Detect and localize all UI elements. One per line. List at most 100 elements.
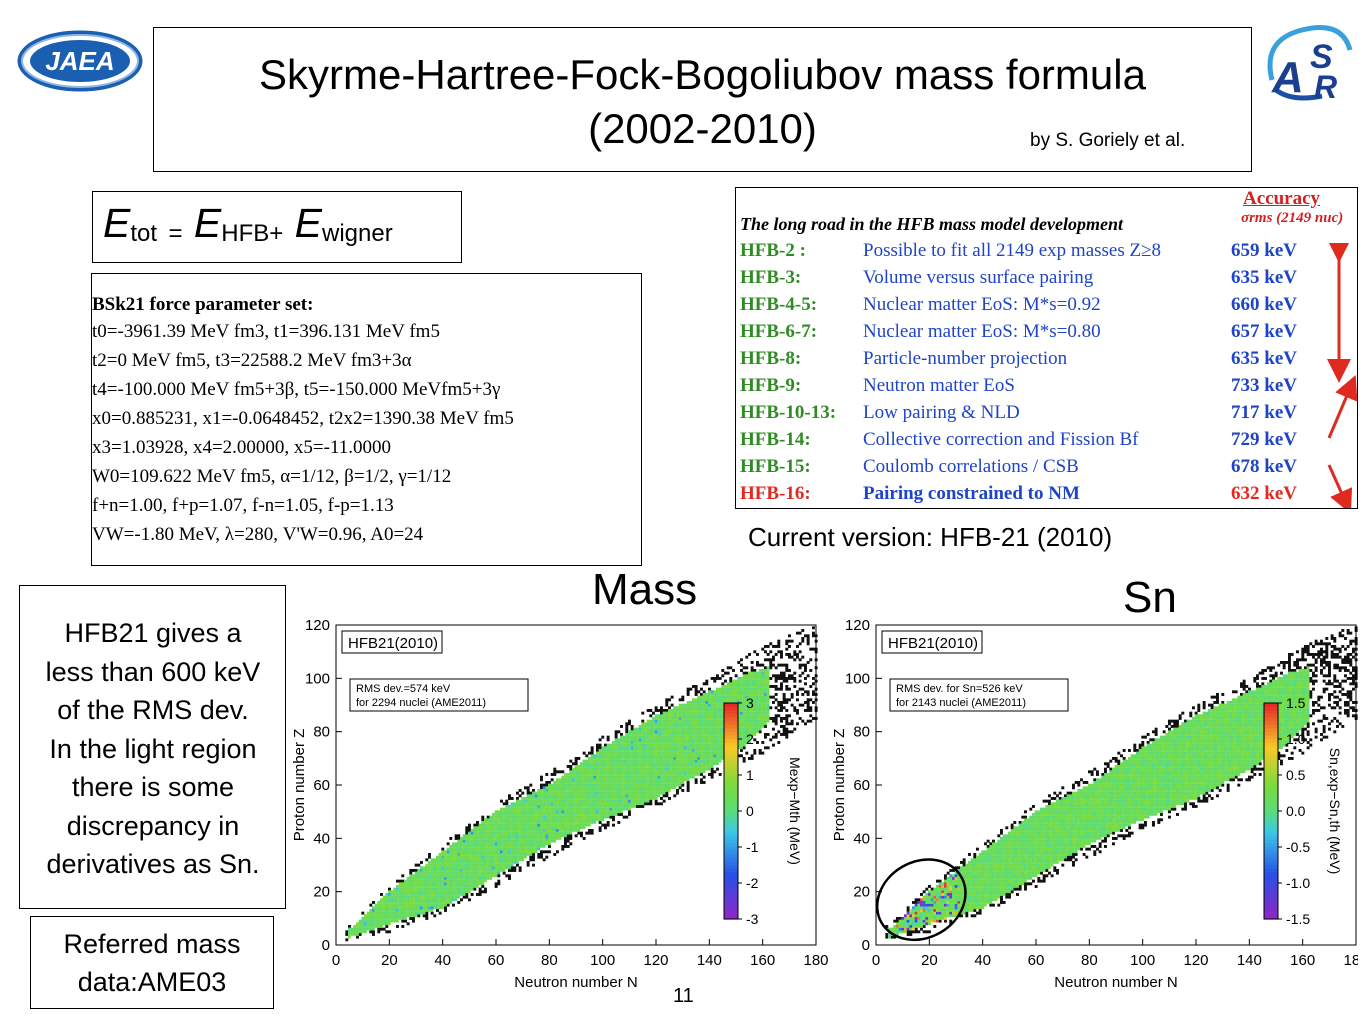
nucleus-cell <box>527 802 530 805</box>
nucleus-cell <box>617 810 620 813</box>
nucleus-cell <box>575 810 578 813</box>
unmeasured-nucleus <box>1315 661 1318 664</box>
nucleus-cell <box>479 874 482 877</box>
nucleus-cell <box>641 738 644 741</box>
nucleus-cell <box>697 728 700 731</box>
unmeasured-nucleus <box>679 698 682 701</box>
unmeasured-nucleus <box>745 666 748 669</box>
nucleus-cell <box>359 928 362 931</box>
nucleus-cell <box>745 722 748 725</box>
nucleus-cell <box>716 696 719 699</box>
nucleus-cell <box>367 928 370 931</box>
nucleus-cell <box>473 845 476 848</box>
params-line: t0=-3961.39 MeV fm3, t1=396.131 MeV fm5 <box>92 321 440 343</box>
nucleus-cell <box>713 738 716 741</box>
nucleus-cell <box>657 722 660 725</box>
nucleus-cell <box>465 845 468 848</box>
unmeasured-nucleus <box>1243 685 1246 688</box>
nucleus-cell <box>596 770 599 773</box>
nucleus-cell <box>593 810 596 813</box>
nucleus-cell <box>484 874 487 877</box>
unmeasured-nucleus <box>639 805 642 808</box>
nucleus-cell <box>743 677 746 680</box>
nucleus-cell <box>671 714 674 717</box>
nucleus-cell <box>607 770 610 773</box>
nucleus-cell <box>591 760 594 763</box>
unmeasured-nucleus <box>785 720 788 723</box>
unmeasured-nucleus <box>1107 765 1110 768</box>
nucleus-cell <box>433 877 436 880</box>
nucleus-cell <box>700 733 703 736</box>
nucleus-cell <box>700 701 703 704</box>
nucleus-cell <box>409 912 412 915</box>
nucleus-cell <box>367 917 370 920</box>
nucleus-cell <box>457 888 460 891</box>
nucleus-cell <box>495 842 498 845</box>
unmeasured-nucleus <box>1315 709 1318 712</box>
params-line: W0=109.622 MeV fm5, α=1/12, β=1/2, γ=1/1… <box>92 466 451 488</box>
nucleus-cell <box>439 872 442 875</box>
nucleus-cell <box>719 744 722 747</box>
nucleus-cell <box>436 893 439 896</box>
nucleus-cell <box>713 722 716 725</box>
unmeasured-nucleus <box>777 688 780 691</box>
nucleus-cell <box>649 744 652 747</box>
unmeasured-nucleus <box>1203 800 1206 803</box>
nucleus-cell <box>681 712 684 715</box>
nucleus-cell <box>431 858 434 861</box>
nucleus-cell <box>591 816 594 819</box>
nucleus-cell <box>615 805 618 808</box>
nucleus-cell <box>711 706 714 709</box>
nucleus-cell <box>556 829 559 832</box>
nucleus-cell <box>716 736 719 739</box>
nucleus-cell <box>473 826 476 829</box>
nucleus-cell <box>743 725 746 728</box>
nucleus-cell <box>580 778 583 781</box>
nucleus-cell <box>601 762 604 765</box>
nucleus-cell <box>551 813 554 816</box>
nucleus-cell <box>575 818 578 821</box>
nucleus-cell <box>716 690 719 693</box>
unmeasured-nucleus <box>973 853 976 856</box>
nucleus-cell <box>489 858 492 861</box>
nucleus-cell <box>663 720 666 723</box>
nucleus-cell <box>740 744 743 747</box>
nucleus-cell <box>449 874 452 877</box>
nucleus-cell <box>713 760 716 763</box>
nucleus-cell <box>633 746 636 749</box>
nucleus-cell <box>481 837 484 840</box>
nucleus-cell <box>617 765 620 768</box>
unmeasured-nucleus <box>588 829 591 832</box>
nucleus-cell <box>759 728 762 731</box>
nucleus-cell <box>559 784 562 787</box>
unmeasured-nucleus <box>1203 704 1206 707</box>
unmeasured-nucleus <box>660 709 663 712</box>
unmeasured-nucleus <box>703 690 706 693</box>
nucleus-cell <box>588 757 591 760</box>
nucleus-cell <box>529 826 532 829</box>
nucleus-cell <box>481 850 484 853</box>
nucleus-cell <box>423 896 426 899</box>
unmeasured-nucleus <box>764 733 767 736</box>
unmeasured-nucleus <box>1179 717 1182 720</box>
nucleus-cell <box>724 690 727 693</box>
nucleus-cell <box>577 821 580 824</box>
nucleus-cell <box>447 856 450 859</box>
nucleus-cell <box>521 853 524 856</box>
nucleus-cell <box>636 736 639 739</box>
nucleus-cell <box>665 789 668 792</box>
unmeasured-nucleus <box>1307 730 1310 733</box>
nucleus-cell <box>481 856 484 859</box>
nucleus-cell <box>671 717 674 720</box>
nucleus-cell <box>420 874 423 877</box>
nucleus-cell <box>593 765 596 768</box>
unmeasured-nucleus <box>727 666 730 669</box>
nucleus-cell <box>647 722 650 725</box>
nucleus-cell <box>596 760 599 763</box>
nucleus-cell <box>359 920 362 923</box>
nucleus-cell <box>655 730 658 733</box>
nucleus-cell <box>687 757 690 760</box>
nucleus-cell <box>692 714 695 717</box>
unmeasured-nucleus <box>519 789 522 792</box>
unmeasured-nucleus <box>799 650 802 653</box>
